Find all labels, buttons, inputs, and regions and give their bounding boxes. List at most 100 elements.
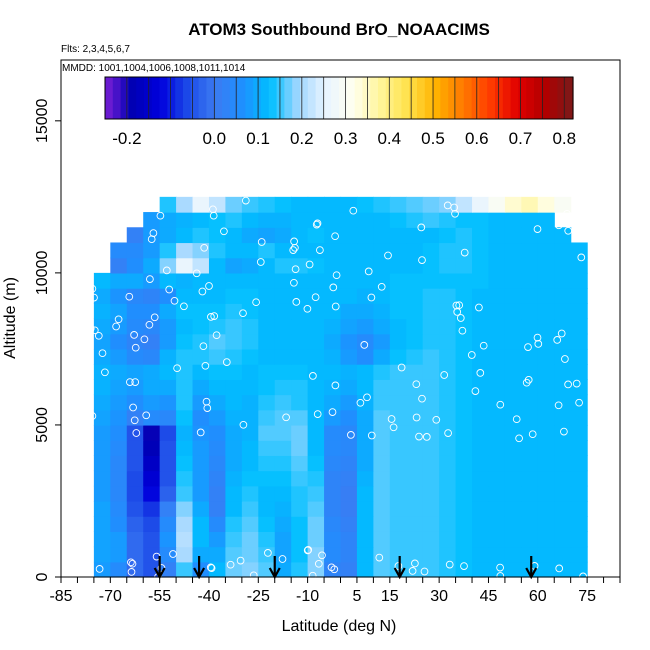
colorbar-segment	[495, 77, 504, 119]
heatmap-cell	[291, 333, 309, 350]
heatmap-cell	[307, 196, 325, 213]
heatmap-cell	[110, 242, 128, 259]
heatmap-cell	[537, 348, 555, 365]
heatmap-cell	[389, 394, 407, 411]
heatmap-cell	[554, 364, 572, 380]
observation-point	[199, 342, 208, 351]
heatmap-cell	[208, 318, 227, 335]
colorbar-segment	[307, 77, 317, 119]
heatmap-cell	[291, 500, 309, 517]
colorbar-segment	[541, 77, 551, 119]
colorbar-segment	[424, 77, 434, 119]
heatmap-cell	[488, 424, 506, 441]
heatmap-cell	[356, 288, 374, 304]
heatmap-cell	[274, 348, 292, 365]
heatmap-cell	[570, 440, 588, 456]
heatmap-cell	[455, 485, 473, 502]
heatmap-cell	[472, 440, 490, 456]
heatmap-cell	[389, 348, 407, 365]
heatmap-cell	[192, 333, 210, 350]
heatmap-cell	[389, 424, 407, 441]
heatmap-cell	[455, 272, 473, 289]
heatmap-cell	[159, 561, 177, 578]
heatmap-cell	[504, 212, 522, 228]
colorbar-tick-label: 0.1	[246, 129, 270, 148]
heatmap-cell	[472, 546, 490, 563]
heatmap-cell	[537, 409, 555, 426]
observation-point	[564, 380, 572, 389]
heatmap-cell	[455, 379, 473, 396]
heatmap-cell	[324, 516, 342, 532]
heatmap-cell	[159, 409, 177, 426]
heatmap-cell	[373, 272, 391, 289]
observation-points	[86, 196, 587, 581]
observation-point	[561, 355, 569, 363]
colorbar-segment	[526, 77, 535, 119]
heatmap-cell	[340, 500, 358, 517]
heatmap-cell	[176, 500, 194, 517]
heatmap-cell	[208, 196, 227, 213]
heatmap-cell	[143, 455, 161, 472]
heatmap-cell	[521, 485, 539, 502]
observation-point	[528, 430, 537, 439]
heatmap-cell	[274, 303, 292, 320]
colorbar-segment	[440, 77, 449, 119]
heatmap-cell	[93, 485, 111, 502]
heatmap-cell	[110, 394, 128, 411]
heatmap-cell	[307, 303, 325, 320]
heatmap-cell	[389, 318, 407, 335]
heatmap-cell	[389, 288, 407, 304]
observation-point	[415, 432, 423, 441]
heatmap-cell	[241, 531, 259, 548]
x-tick-label: -55	[148, 588, 171, 605]
observation-point	[534, 340, 543, 348]
heatmap-cell	[356, 516, 374, 532]
x-tick-label: 60	[529, 588, 547, 605]
observation-point	[572, 379, 581, 388]
heatmap-cell	[258, 288, 276, 304]
observation-point	[418, 394, 426, 403]
heatmap-cell	[406, 516, 424, 532]
heatmap-cell	[537, 394, 555, 411]
heatmap-cell	[439, 196, 457, 213]
colorbar-segment	[276, 77, 285, 119]
heatmap-cell	[488, 288, 506, 304]
heatmap-cell	[439, 516, 457, 532]
observation-point	[375, 553, 384, 562]
heatmap-cell	[291, 394, 309, 411]
heatmap-cell	[274, 242, 292, 259]
colorbar-segment	[112, 77, 122, 119]
heatmap-cell	[537, 424, 555, 441]
heatmap-cell	[422, 242, 440, 259]
heatmap-cell	[126, 546, 144, 563]
heatmap-cell	[455, 440, 473, 456]
heatmap-cell	[225, 424, 243, 441]
observation-point	[226, 560, 235, 569]
observation-point	[563, 209, 571, 218]
y-tick-label: 10000	[34, 251, 51, 296]
observation-point	[384, 251, 392, 260]
heatmap-cell	[143, 318, 161, 335]
observation-point	[209, 211, 218, 220]
heatmap-cell	[176, 379, 194, 396]
heatmap-cell	[389, 364, 407, 380]
heatmap-cell	[472, 470, 490, 487]
heatmap-cell	[241, 394, 259, 411]
heatmap-cell	[324, 288, 342, 304]
observation-point	[524, 375, 533, 384]
heatmap-cell	[340, 196, 358, 213]
heatmap-cell	[274, 227, 292, 244]
colorbar-segment	[354, 77, 363, 119]
heatmap-cell	[537, 485, 555, 502]
heatmap-cell	[406, 546, 424, 563]
heatmap-cell	[208, 485, 227, 502]
heatmap-cell	[356, 424, 374, 441]
heatmap-cell	[307, 531, 325, 548]
heatmap-cell	[307, 227, 325, 244]
heatmap-cell	[521, 196, 539, 213]
heatmap-cell	[241, 409, 259, 426]
heatmap-cell	[521, 500, 539, 517]
heatmap-cell	[126, 409, 144, 426]
colorbar: -0.2 0.0 0.1 0.2 0.3 0.4 0.5 0.6 0.7 0.8	[104, 76, 576, 148]
heatmap-cell	[537, 212, 555, 228]
